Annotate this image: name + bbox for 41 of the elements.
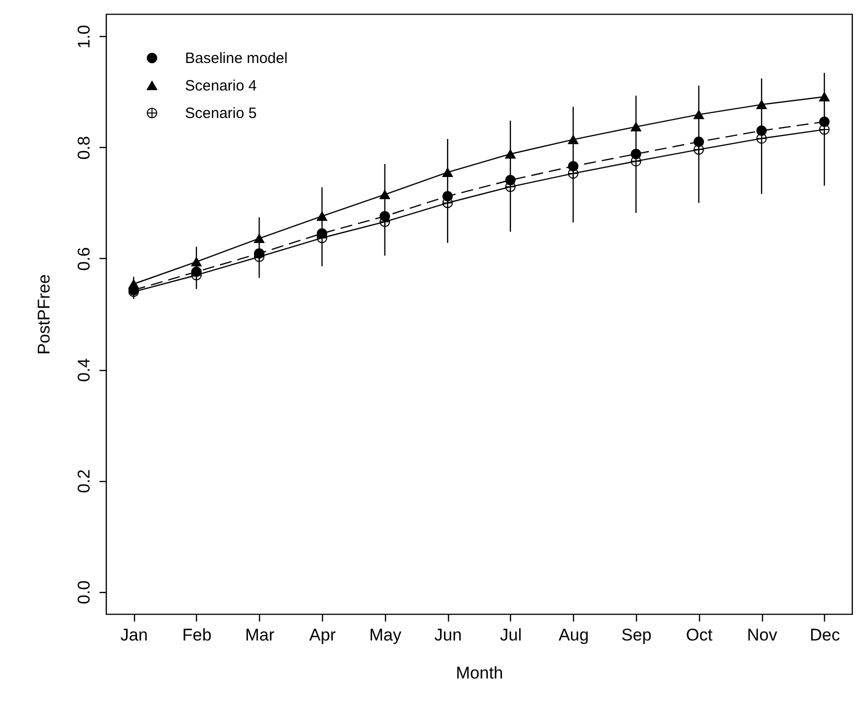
y-axis-title: PostPFree (34, 274, 54, 355)
x-tick-label: Dec (810, 626, 840, 644)
point (819, 92, 830, 102)
legend-label: Baseline model (185, 50, 288, 67)
point (380, 190, 390, 200)
point (254, 234, 264, 244)
point (505, 182, 516, 192)
x-tick-label: Oct (686, 626, 713, 644)
point (568, 134, 578, 144)
x-tick-label: Nov (746, 626, 778, 644)
x-tick-label: Jul (500, 626, 522, 644)
x-tick-label: Feb (182, 626, 212, 644)
x-tick-label: Jun (434, 626, 462, 644)
y-tick-label: 1.0 (74, 24, 94, 49)
legend-label: Scenario 4 (185, 78, 257, 94)
point (505, 149, 516, 159)
x-tick-label: Mar (245, 626, 275, 644)
point (694, 136, 704, 148)
point (694, 110, 704, 120)
point (694, 144, 704, 155)
point (316, 212, 328, 221)
x-tick-label: Sep (621, 626, 652, 644)
y-tick-label: 0.4 (74, 358, 94, 382)
y-tick-label: 0.0 (74, 580, 94, 604)
point (630, 122, 642, 132)
legend-label: Scenario 5 (185, 105, 257, 122)
x-tick-label: Apr (309, 626, 336, 644)
y-tick-label: 0.2 (74, 469, 94, 493)
point (442, 168, 453, 177)
x-tick-label: Aug (558, 626, 589, 644)
x-tick-label: Jan (120, 626, 148, 644)
point (819, 124, 830, 135)
y-tick-label: 0.8 (74, 136, 94, 160)
point (756, 133, 767, 144)
x-axis-title: Month (456, 664, 504, 682)
point (819, 116, 830, 128)
y-tick-label: 0.6 (74, 247, 94, 271)
point (191, 257, 202, 266)
x-tick-label: May (369, 626, 402, 644)
point (568, 168, 578, 179)
point (756, 100, 767, 110)
